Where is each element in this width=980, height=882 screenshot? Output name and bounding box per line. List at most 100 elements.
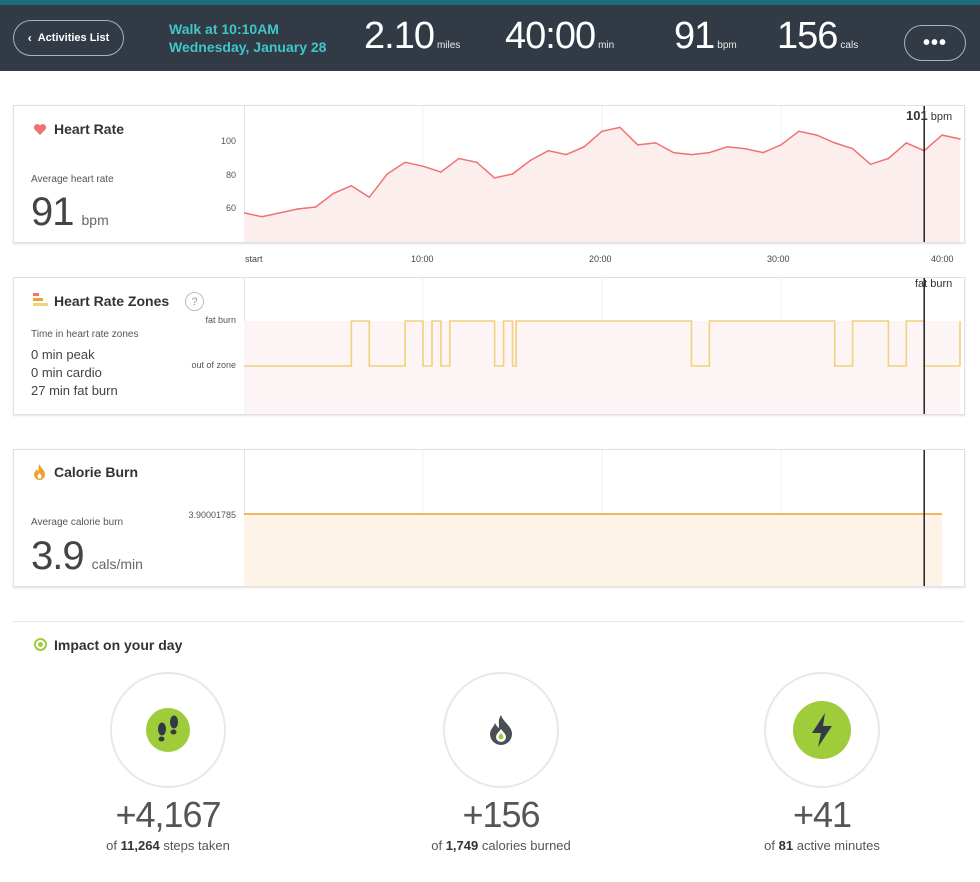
lightning-icon	[793, 701, 851, 759]
heart-rate-point	[744, 147, 746, 150]
impact-divider	[13, 621, 965, 622]
stat-duration-unit: min	[598, 40, 615, 51]
avg-heart-rate-unit: bpm	[81, 212, 109, 228]
active-minutes-delta: +41	[792, 794, 852, 835]
avg-calorie-burn: 3.9 cals/min	[31, 534, 143, 579]
heart-rate-point	[493, 177, 496, 179]
calories-delta: +156	[462, 794, 540, 835]
heart-rate-point	[708, 151, 711, 154]
heart-rate-point	[619, 126, 621, 129]
steps-ring	[110, 672, 226, 788]
hr-cursor-unit: bpm	[930, 111, 953, 123]
calories-suffix: calories burned	[481, 838, 571, 853]
zones-area	[244, 321, 960, 414]
active-minutes-prefix: of	[764, 838, 776, 853]
x-tick-30: 30:00	[767, 254, 790, 264]
active-minutes-total: 81	[778, 838, 794, 853]
zone-cardio: 0 min cardio	[31, 365, 102, 380]
zone-peak: 0 min peak	[31, 347, 95, 362]
avg-heart-rate-label: Average heart rate	[31, 174, 114, 185]
heart-rate-point	[690, 153, 693, 156]
stat-distance-value: 2.10	[364, 15, 435, 57]
heart-icon	[33, 124, 47, 135]
heart-rate-point	[780, 144, 782, 146]
activity-title: Walk at 10:10AM	[169, 21, 279, 37]
active-minutes-summary: of 81 active minutes	[702, 838, 942, 853]
calorie-line-label: 3.90001785	[188, 510, 236, 520]
heart-rate-point	[314, 206, 317, 208]
calorie-burn-chart[interactable]	[244, 450, 964, 586]
zone-level-fat-burn: fat burn	[205, 315, 236, 325]
heart-rate-point	[905, 142, 908, 144]
avg-heart-rate-value: 91	[31, 190, 74, 234]
heart-rate-point	[368, 196, 371, 199]
heart-rate-point	[404, 161, 406, 164]
heart-rate-point	[475, 161, 478, 164]
heart-rate-area	[244, 127, 960, 242]
x-tick-40: 40:00	[931, 254, 954, 264]
heart-rate-point	[601, 130, 603, 133]
heart-rate-point	[654, 142, 657, 144]
zones-summary-label: Time in heart rate zones	[31, 329, 139, 340]
steps-delta: +4,167	[115, 794, 221, 835]
heart-rate-point	[386, 173, 388, 175]
calorie-burn-title: Calorie Burn	[54, 464, 139, 480]
heart-rate-point	[959, 138, 961, 140]
zones-step-line	[244, 320, 961, 367]
flame-icon	[490, 715, 512, 745]
heart-rate-zones-panel: Heart Rate Zones ? Time in heart rate zo…	[13, 277, 965, 415]
heart-rate-point	[798, 130, 800, 133]
target-icon	[34, 638, 47, 651]
impact-active-minutes: +41 of 81 active minutes	[702, 672, 942, 853]
steps-summary: of 11,264 steps taken	[48, 838, 288, 853]
heart-rate-point	[529, 159, 532, 162]
heart-rate-point	[279, 212, 281, 214]
impact-calories: +156 of 1,749 calories burned	[381, 672, 621, 853]
hr-ytick: 80	[225, 170, 236, 180]
more-options-button[interactable]: •••	[904, 25, 966, 61]
activity-header: ‹ Activities List Walk at 10:10AM Wednes…	[0, 0, 980, 71]
hr-ytick: 60	[225, 203, 236, 213]
heart-rate-point	[941, 134, 943, 136]
steps-suffix: steps taken	[163, 838, 230, 853]
heart-rate-point	[296, 208, 299, 210]
calorie-area	[244, 514, 943, 586]
activities-list-button[interactable]: ‹ Activities List	[13, 20, 124, 56]
heart-rate-point	[833, 142, 836, 144]
hr-ytick: 100	[220, 136, 236, 146]
zone-level-out-of-zone: out of zone	[191, 360, 236, 370]
calorie-burn-panel: Calorie Burn Average calorie burn 3.9 ca…	[13, 449, 965, 587]
x-tick-10: 10:00	[411, 254, 434, 264]
activity-title-block: Walk at 10:10AM Wednesday, January 28	[169, 20, 326, 56]
stat-calories-value: 156	[777, 15, 838, 57]
impact-title: Impact on your day	[54, 637, 183, 653]
stat-duration: 40:00 min	[505, 15, 614, 58]
avg-calorie-burn-value: 3.9	[31, 534, 85, 578]
steps-total: 11,264	[120, 838, 160, 853]
heart-rate-point	[583, 146, 585, 148]
zones-icon	[33, 293, 48, 306]
zone-fat-burn: 27 min fat burn	[31, 383, 118, 398]
heart-rate-point	[261, 215, 263, 218]
heart-rate-zones-chart[interactable]	[244, 278, 964, 414]
x-tick-20: 20:00	[589, 254, 612, 264]
stat-heart-rate-unit: bpm	[717, 40, 737, 51]
stat-heart-rate: 91 bpm	[674, 15, 737, 58]
calories-total: 1,749	[445, 838, 479, 853]
heart-rate-chart[interactable]	[244, 106, 964, 242]
heart-rate-point	[762, 151, 764, 154]
heart-rate-point	[440, 171, 442, 173]
hr-cursor-readout: 101 bpm	[906, 108, 952, 123]
calories-prefix: of	[431, 838, 443, 853]
heart-rate-point	[869, 163, 872, 166]
heart-rate-panel: Heart Rate Average heart rate 91 bpm 100…	[13, 105, 965, 243]
heart-rate-point	[637, 144, 639, 146]
heart-rate-point	[422, 165, 424, 168]
footsteps-icon	[146, 708, 190, 752]
stat-distance-unit: miles	[436, 40, 461, 51]
heart-rate-point	[547, 149, 550, 152]
impact-steps: +4,167 of 11,264 steps taken	[48, 672, 288, 853]
heart-rate-point	[332, 192, 335, 195]
stat-calories: 156 cals	[777, 15, 858, 58]
zones-help-icon[interactable]: ?	[185, 292, 204, 311]
